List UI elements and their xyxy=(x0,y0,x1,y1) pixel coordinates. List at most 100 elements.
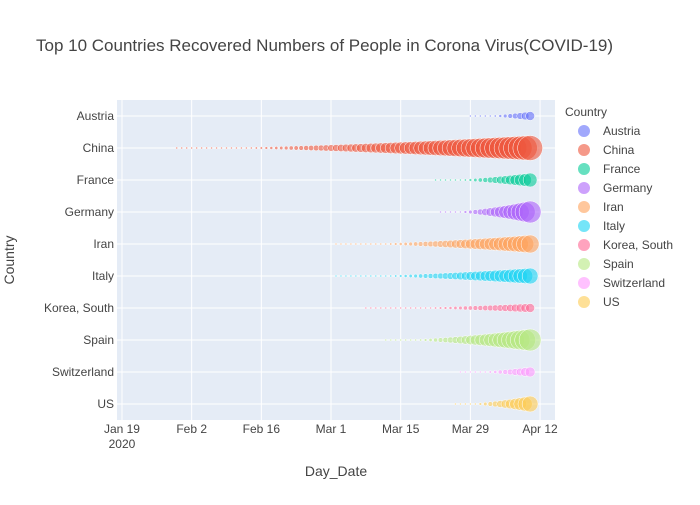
data-point[interactable] xyxy=(409,338,412,342)
data-point[interactable] xyxy=(334,242,338,246)
data-point[interactable] xyxy=(520,234,540,254)
data-point[interactable] xyxy=(459,370,462,374)
data-point[interactable] xyxy=(364,242,368,246)
data-point[interactable] xyxy=(369,306,373,310)
data-point[interactable] xyxy=(518,200,542,224)
data-point[interactable] xyxy=(259,146,263,150)
data-point[interactable] xyxy=(379,274,383,278)
data-point[interactable] xyxy=(484,114,487,118)
data-point[interactable] xyxy=(339,242,343,246)
data-point[interactable] xyxy=(469,402,472,406)
data-point[interactable] xyxy=(369,274,373,278)
data-point[interactable] xyxy=(467,305,473,311)
data-point[interactable] xyxy=(423,273,429,279)
legend-item[interactable]: Spain xyxy=(578,257,634,271)
data-point[interactable] xyxy=(454,210,457,214)
data-point[interactable] xyxy=(264,146,268,150)
data-point[interactable] xyxy=(459,210,462,214)
data-point[interactable] xyxy=(403,274,408,278)
data-point[interactable] xyxy=(399,274,403,278)
data-point[interactable] xyxy=(469,114,472,118)
data-point[interactable] xyxy=(524,366,536,378)
data-point[interactable] xyxy=(384,338,388,342)
data-point[interactable] xyxy=(384,242,388,246)
data-point[interactable] xyxy=(293,145,299,151)
data-point[interactable] xyxy=(409,306,412,310)
data-point[interactable] xyxy=(417,241,424,247)
data-point[interactable] xyxy=(502,369,508,375)
data-point[interactable] xyxy=(525,303,535,313)
data-point[interactable] xyxy=(454,402,457,406)
data-point[interactable] xyxy=(354,242,358,246)
data-point[interactable] xyxy=(488,370,492,374)
data-point[interactable] xyxy=(308,145,315,151)
data-point[interactable] xyxy=(413,241,419,247)
data-point[interactable] xyxy=(408,274,413,278)
data-point[interactable] xyxy=(422,241,429,247)
data-point[interactable] xyxy=(507,113,513,119)
data-point[interactable] xyxy=(359,242,363,246)
data-point[interactable] xyxy=(482,177,489,183)
data-point[interactable] xyxy=(279,145,284,151)
data-point[interactable] xyxy=(453,306,458,310)
data-point[interactable] xyxy=(210,146,213,150)
data-point[interactable] xyxy=(483,401,488,407)
data-point[interactable] xyxy=(493,114,497,118)
data-point[interactable] xyxy=(413,273,418,279)
data-point[interactable] xyxy=(190,146,193,150)
data-point[interactable] xyxy=(489,114,492,118)
data-point[interactable] xyxy=(364,274,368,278)
data-point[interactable] xyxy=(468,209,473,215)
data-point[interactable] xyxy=(369,242,373,246)
data-point[interactable] xyxy=(474,114,477,118)
data-point[interactable] xyxy=(472,305,478,311)
data-point[interactable] xyxy=(245,146,248,150)
legend-item[interactable]: Germany xyxy=(578,181,652,195)
data-point[interactable] xyxy=(497,369,503,375)
data-point[interactable] xyxy=(414,306,417,310)
data-point[interactable] xyxy=(429,306,432,310)
data-point[interactable] xyxy=(434,178,437,182)
data-point[interactable] xyxy=(298,145,304,151)
data-point[interactable] xyxy=(477,177,483,183)
data-point[interactable] xyxy=(463,305,468,311)
data-point[interactable] xyxy=(474,402,477,406)
data-point[interactable] xyxy=(205,146,208,150)
data-point[interactable] xyxy=(437,337,444,343)
data-point[interactable] xyxy=(240,146,243,150)
data-point[interactable] xyxy=(444,178,447,182)
data-point[interactable] xyxy=(349,242,353,246)
data-point[interactable] xyxy=(479,114,482,118)
data-point[interactable] xyxy=(403,242,408,246)
data-point[interactable] xyxy=(274,146,279,150)
data-point[interactable] xyxy=(487,401,493,407)
data-point[interactable] xyxy=(379,306,383,310)
data-point[interactable] xyxy=(439,178,442,182)
data-point[interactable] xyxy=(525,111,535,121)
data-point[interactable] xyxy=(364,306,368,310)
data-point[interactable] xyxy=(434,306,437,310)
data-point[interactable] xyxy=(220,146,223,150)
data-point[interactable] xyxy=(225,146,228,150)
data-point[interactable] xyxy=(394,274,398,278)
data-point[interactable] xyxy=(175,146,178,150)
data-point[interactable] xyxy=(419,306,422,310)
data-point[interactable] xyxy=(464,402,467,406)
data-point[interactable] xyxy=(449,210,452,214)
data-point[interactable] xyxy=(439,210,442,214)
data-point[interactable] xyxy=(448,306,453,310)
data-point[interactable] xyxy=(427,273,434,279)
data-point[interactable] xyxy=(354,274,358,278)
data-point[interactable] xyxy=(404,338,407,342)
data-point[interactable] xyxy=(521,267,539,285)
data-point[interactable] xyxy=(484,370,487,374)
data-point[interactable] xyxy=(424,306,427,310)
legend-item[interactable]: Switzerland xyxy=(578,276,665,290)
data-point[interactable] xyxy=(399,306,402,310)
data-point[interactable] xyxy=(284,145,289,151)
data-point[interactable] xyxy=(288,145,294,151)
data-point[interactable] xyxy=(443,306,448,310)
data-point[interactable] xyxy=(493,370,498,374)
data-point[interactable] xyxy=(517,135,543,161)
data-point[interactable] xyxy=(389,274,393,278)
